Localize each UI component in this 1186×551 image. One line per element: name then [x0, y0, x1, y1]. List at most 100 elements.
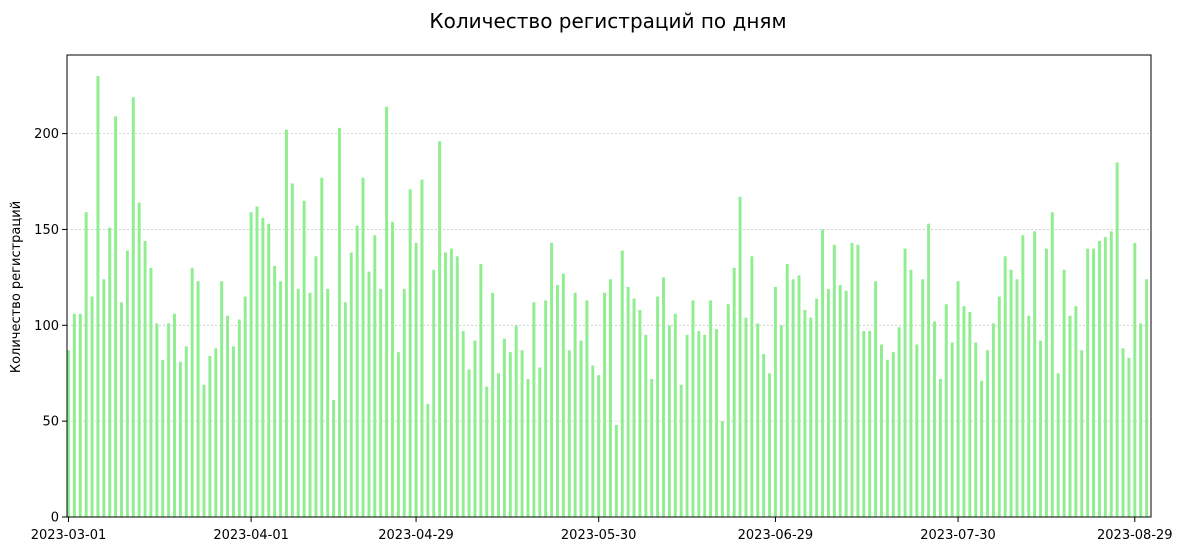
- bar: [862, 331, 866, 517]
- bar: [826, 288, 830, 517]
- bar: [190, 267, 194, 517]
- bar: [662, 277, 665, 517]
- bar: [526, 378, 530, 517]
- bar: [161, 359, 165, 517]
- bar: [196, 281, 200, 517]
- bar: [579, 340, 583, 517]
- bar: [338, 127, 341, 518]
- bar: [396, 352, 400, 517]
- bar: [1027, 315, 1031, 517]
- bar: [685, 334, 689, 517]
- bar: [603, 292, 607, 517]
- bar: [1115, 162, 1119, 517]
- plot-frame: [66, 54, 1152, 518]
- bar: [414, 242, 418, 517]
- y-tick-label: 150: [34, 223, 59, 238]
- bar: [131, 97, 135, 518]
- x-tick-label: 2023-04-01: [213, 528, 289, 543]
- bar: [202, 384, 206, 517]
- bar: [773, 286, 777, 517]
- y-tick-label: 0: [51, 511, 59, 526]
- bar: [1127, 357, 1131, 517]
- bar: [591, 365, 595, 517]
- bar: [921, 279, 925, 517]
- bar: [273, 265, 277, 517]
- bar: [184, 346, 188, 517]
- bar: [243, 296, 247, 517]
- bar: [120, 302, 123, 517]
- bar: [226, 315, 230, 517]
- bar: [420, 179, 424, 517]
- bar: [1009, 269, 1013, 517]
- bars: [67, 76, 1149, 518]
- bar: [1068, 315, 1072, 517]
- bar: [880, 344, 883, 517]
- bar: [491, 292, 495, 517]
- x-tick-label: 2023-08-29: [1097, 528, 1173, 543]
- bar: [679, 384, 683, 517]
- chart-title: Количество регистраций по дням: [429, 9, 786, 33]
- bar: [938, 378, 942, 517]
- bar: [231, 346, 235, 517]
- bar: [868, 331, 872, 517]
- bar: [497, 373, 501, 517]
- bar: [320, 177, 324, 518]
- bar: [520, 350, 524, 517]
- bar: [691, 300, 695, 517]
- bar: [349, 252, 353, 518]
- bar: [72, 313, 76, 517]
- bar: [1050, 212, 1054, 518]
- bar: [1092, 248, 1096, 517]
- bar: [1015, 279, 1019, 517]
- bar: [738, 196, 742, 517]
- bar: [67, 350, 70, 517]
- y-tick-label: 100: [34, 319, 59, 334]
- bar: [385, 106, 389, 517]
- bar: [367, 271, 371, 517]
- bar: [84, 212, 88, 518]
- bar: [173, 313, 176, 517]
- bar: [1086, 248, 1090, 517]
- x-tick-label: 2023-04-29: [378, 528, 454, 543]
- bar: [750, 256, 754, 517]
- bar: [656, 296, 660, 517]
- x-tick-label: 2023-03-01: [31, 528, 107, 543]
- bar: [438, 141, 442, 517]
- bar: [844, 290, 848, 517]
- bar: [944, 304, 948, 517]
- bar: [1039, 340, 1043, 517]
- bar: [125, 250, 129, 517]
- bar: [997, 296, 1001, 517]
- bar: [1062, 269, 1066, 517]
- bar: [502, 338, 506, 517]
- bar: [220, 281, 224, 517]
- bar: [709, 300, 713, 517]
- bar: [791, 279, 795, 517]
- bar: [361, 177, 365, 518]
- bar: [332, 400, 336, 517]
- bar: [856, 244, 860, 517]
- bar: [838, 285, 842, 517]
- bar: [467, 369, 471, 517]
- bar: [1103, 237, 1107, 517]
- bar: [444, 252, 447, 518]
- bar: [650, 378, 654, 517]
- bar: [267, 223, 271, 518]
- bar: [538, 367, 542, 517]
- bar: [1044, 248, 1048, 517]
- x-tick-label: 2023-05-30: [561, 528, 637, 543]
- bar: [544, 300, 548, 517]
- bar: [214, 348, 218, 517]
- bar: [821, 229, 825, 518]
- y-axis-label: Количество регистраций: [9, 201, 24, 373]
- bar: [956, 281, 960, 517]
- bar: [626, 286, 630, 517]
- bar: [980, 380, 984, 517]
- bar: [102, 279, 106, 517]
- bar: [114, 116, 118, 518]
- bar: [720, 421, 724, 517]
- bar: [455, 256, 459, 517]
- bar: [290, 183, 294, 518]
- bar: [208, 355, 212, 517]
- bar: [950, 342, 954, 517]
